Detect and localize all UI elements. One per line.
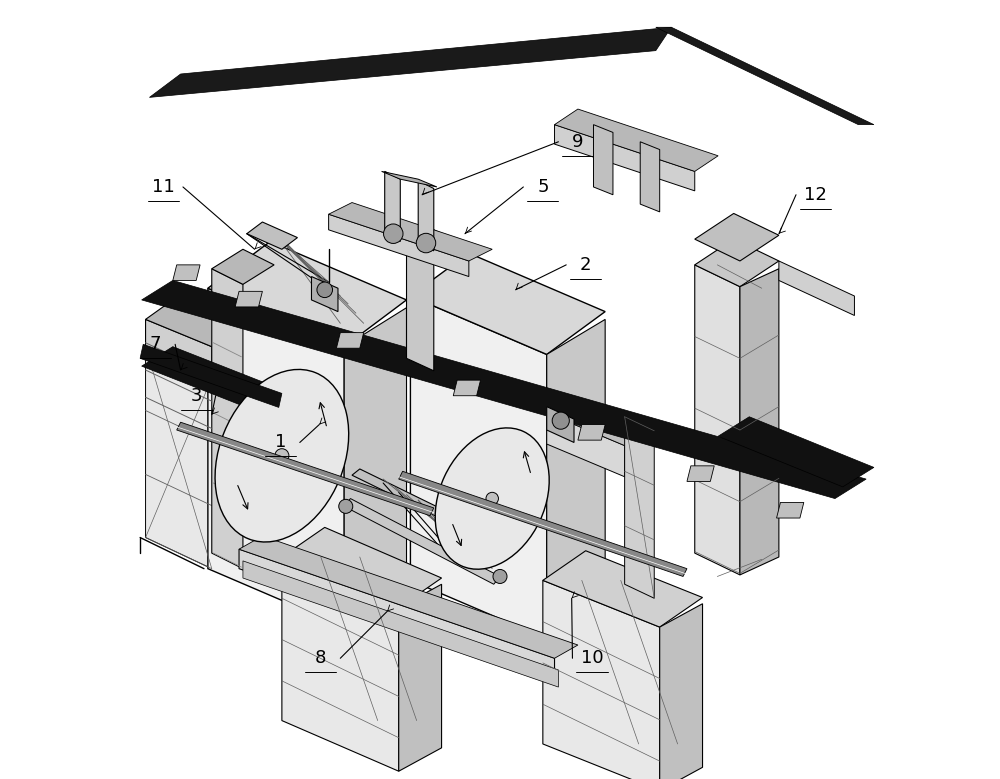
Polygon shape <box>208 288 344 627</box>
Polygon shape <box>418 181 434 251</box>
Polygon shape <box>140 344 282 407</box>
Polygon shape <box>695 213 779 261</box>
Text: 5: 5 <box>537 178 549 196</box>
Polygon shape <box>410 296 547 639</box>
Ellipse shape <box>215 369 349 542</box>
Polygon shape <box>407 241 434 371</box>
Polygon shape <box>547 397 648 446</box>
Polygon shape <box>543 580 660 779</box>
Polygon shape <box>212 249 274 284</box>
Polygon shape <box>593 125 613 195</box>
Text: 2: 2 <box>580 256 591 274</box>
Polygon shape <box>718 417 874 487</box>
Polygon shape <box>149 27 671 97</box>
Polygon shape <box>336 333 364 348</box>
Polygon shape <box>547 407 574 442</box>
Polygon shape <box>695 265 740 575</box>
Polygon shape <box>208 241 407 347</box>
Text: 10: 10 <box>581 649 603 668</box>
Ellipse shape <box>435 428 549 569</box>
Polygon shape <box>212 269 243 569</box>
Polygon shape <box>344 499 500 584</box>
Polygon shape <box>578 425 605 440</box>
Polygon shape <box>177 422 434 516</box>
Ellipse shape <box>552 412 569 429</box>
Polygon shape <box>555 109 718 171</box>
Ellipse shape <box>384 224 403 243</box>
Ellipse shape <box>339 499 353 513</box>
Polygon shape <box>235 291 262 307</box>
Polygon shape <box>142 280 866 499</box>
Polygon shape <box>329 214 469 277</box>
Polygon shape <box>547 319 605 639</box>
Polygon shape <box>282 557 399 771</box>
Polygon shape <box>625 417 654 598</box>
Text: 7: 7 <box>150 335 161 354</box>
Text: 11: 11 <box>152 178 175 196</box>
Polygon shape <box>239 536 578 658</box>
Polygon shape <box>695 239 779 287</box>
Ellipse shape <box>416 234 436 252</box>
Polygon shape <box>311 277 338 312</box>
Polygon shape <box>777 502 804 518</box>
Polygon shape <box>640 142 660 212</box>
Text: 3: 3 <box>190 386 202 405</box>
Text: 9: 9 <box>572 132 584 151</box>
Polygon shape <box>385 171 400 241</box>
Polygon shape <box>407 229 459 254</box>
Polygon shape <box>543 551 703 627</box>
Text: 1: 1 <box>275 433 286 452</box>
Polygon shape <box>344 308 407 627</box>
Polygon shape <box>399 471 687 576</box>
Text: 8: 8 <box>315 649 327 668</box>
Polygon shape <box>173 265 200 280</box>
Polygon shape <box>660 604 703 779</box>
Polygon shape <box>399 584 442 771</box>
Polygon shape <box>329 203 492 261</box>
Polygon shape <box>453 380 481 396</box>
Text: 12: 12 <box>804 185 827 204</box>
Polygon shape <box>247 222 297 249</box>
Polygon shape <box>382 171 437 187</box>
Ellipse shape <box>486 492 498 505</box>
Ellipse shape <box>275 449 289 463</box>
Polygon shape <box>239 549 555 678</box>
Polygon shape <box>656 27 874 125</box>
Polygon shape <box>555 125 695 191</box>
Polygon shape <box>142 347 282 409</box>
Polygon shape <box>740 269 779 575</box>
Polygon shape <box>352 469 500 544</box>
Polygon shape <box>146 300 239 347</box>
Polygon shape <box>779 261 854 315</box>
Polygon shape <box>146 319 212 374</box>
Polygon shape <box>243 561 558 687</box>
Polygon shape <box>410 253 605 354</box>
Polygon shape <box>282 527 442 608</box>
Polygon shape <box>687 466 714 481</box>
Polygon shape <box>146 347 212 569</box>
Polygon shape <box>547 413 625 477</box>
Ellipse shape <box>493 569 507 583</box>
Ellipse shape <box>317 282 333 298</box>
